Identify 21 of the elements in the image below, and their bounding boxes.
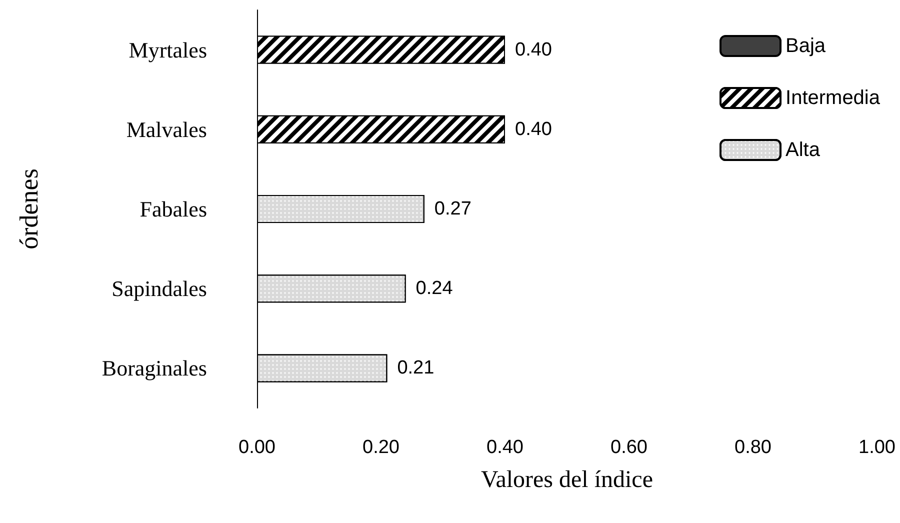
legend-label: Baja [786, 35, 826, 57]
data-label: 0.40 [515, 39, 552, 60]
y-tick-label: Boraginales [102, 356, 207, 381]
x-tick-label: 0.20 [362, 437, 400, 458]
legend-label: Alta [786, 139, 821, 161]
y-axis-title: órdenes [14, 168, 44, 250]
y-tick-label: Malvales [126, 116, 207, 142]
legend-label: Intermedia [786, 87, 881, 109]
data-label: 0.24 [416, 278, 454, 300]
y-tick-label: Fabales [140, 196, 207, 222]
data-label: 0.40 [515, 118, 552, 140]
data-label: 0.27 [434, 198, 472, 220]
data-label: 0.21 [397, 358, 434, 379]
x-tick-label: 0.40 [486, 437, 524, 458]
y-tick-label: Myrtales [128, 37, 207, 62]
y-tick-label: Sapindales [112, 276, 207, 302]
x-axis-title: Valores del índice [481, 467, 653, 493]
x-tick-label: 0.80 [734, 437, 772, 458]
x-tick-label: 0.00 [238, 437, 276, 458]
x-tick-label: 1.00 [858, 437, 896, 458]
x-tick-label: 0.60 [610, 437, 648, 458]
